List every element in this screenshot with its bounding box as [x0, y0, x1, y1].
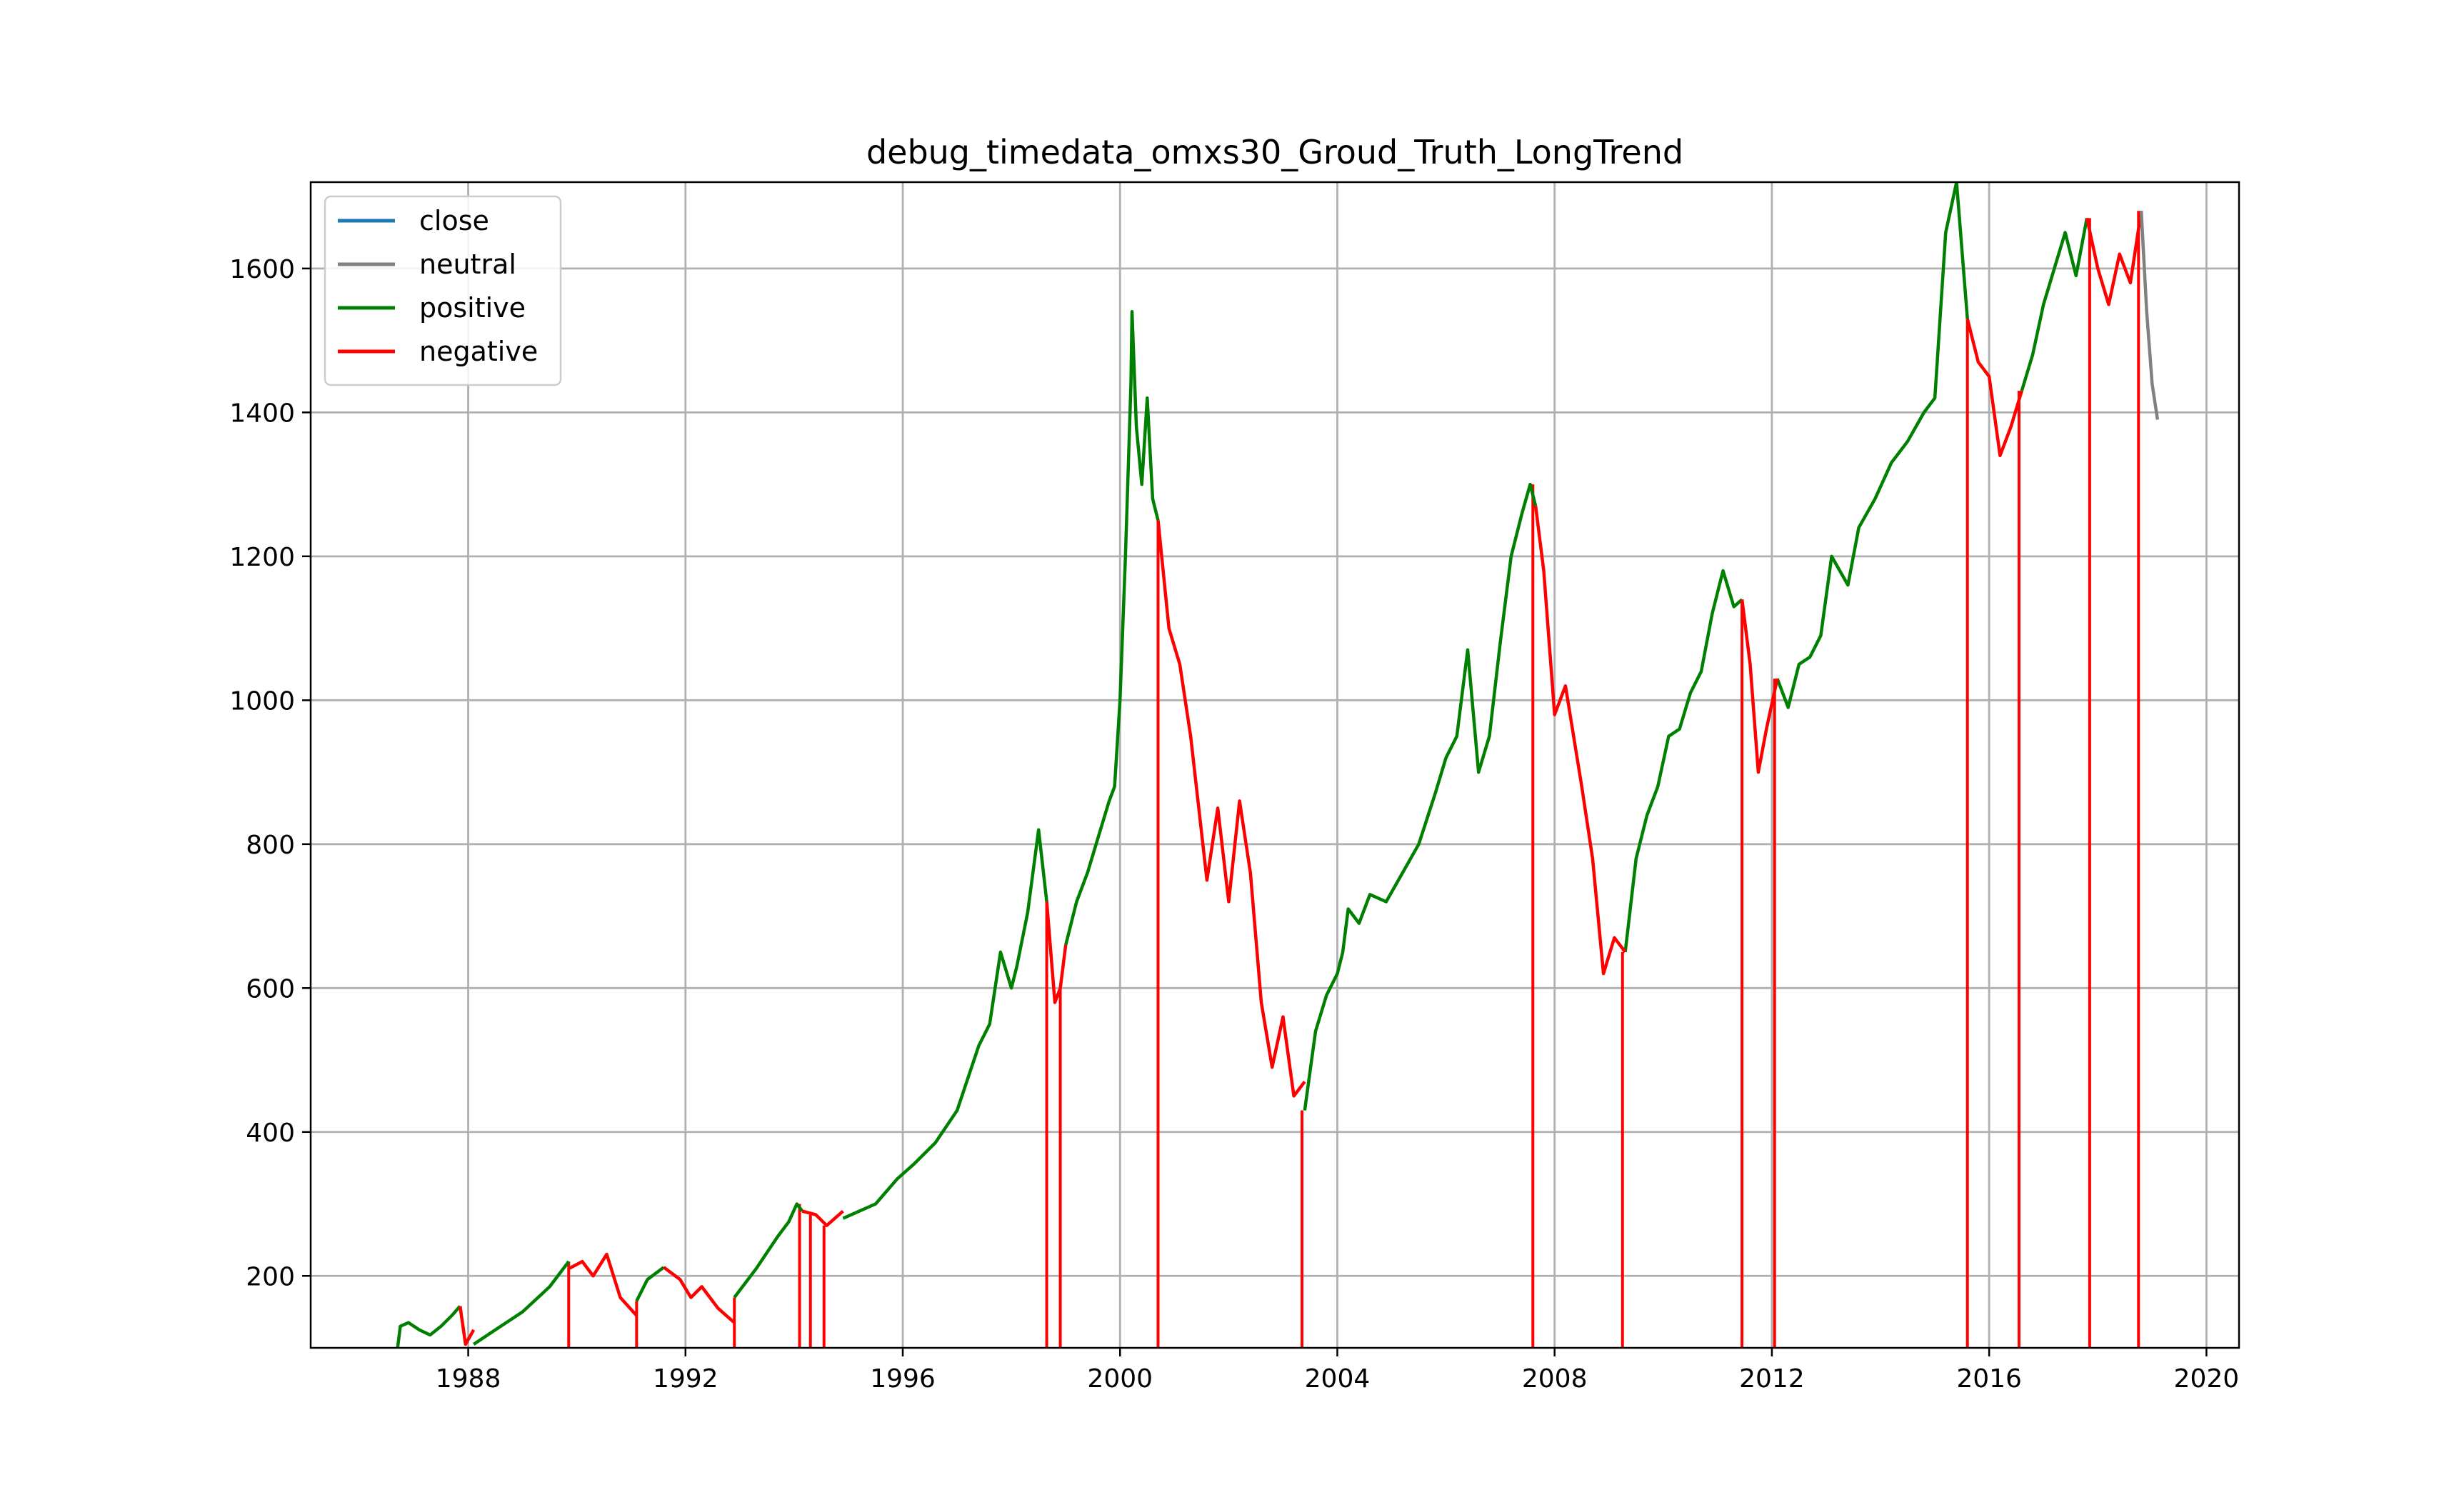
legend-label: close	[419, 205, 489, 236]
series-line-positive	[1064, 310, 1160, 946]
series-line-negative	[1533, 506, 1627, 976]
x-tick-label: 2000	[1087, 1364, 1153, 1394]
x-tick-label: 2012	[1739, 1364, 1805, 1394]
series-line-positive	[842, 828, 1048, 1220]
legend-label: positive	[419, 292, 526, 324]
legend-label: negative	[419, 336, 538, 367]
negative-drop-lines	[567, 211, 2140, 1348]
series-line-positive	[1303, 482, 1538, 1111]
x-tick-label: 2020	[2174, 1364, 2240, 1394]
series-line-positive	[396, 1305, 461, 1348]
series-line-positive	[1776, 182, 1969, 709]
y-tick-label: 400	[246, 1119, 295, 1148]
legend-label: neutral	[419, 249, 516, 280]
x-tick-label: 1988	[436, 1364, 501, 1394]
y-tick-label: 1000	[229, 686, 295, 716]
series-line-positive	[635, 1266, 665, 1302]
series-line-positive	[733, 1202, 804, 1299]
series-line-positive	[1623, 569, 1743, 953]
legend: close neutral positive negative	[324, 195, 562, 386]
series-line-neutral	[2139, 211, 2160, 420]
y-tick-label: 200	[246, 1262, 295, 1291]
series-line-negative	[801, 1209, 844, 1227]
x-tick-label: 2008	[1522, 1364, 1588, 1394]
legend-box	[324, 195, 562, 386]
series-line-negative	[1965, 318, 2023, 458]
y-tick-label: 800	[246, 831, 295, 860]
series-line-negative	[458, 1306, 476, 1346]
y-tick-label: 1400	[229, 399, 295, 428]
series-line-negative	[1740, 599, 1779, 774]
series-positive	[396, 182, 2089, 1348]
series-line-positive	[472, 1260, 571, 1346]
y-tick-label: 1600	[229, 255, 295, 284]
series-line-negative	[1156, 520, 1306, 1098]
series-neutral	[2139, 211, 2160, 420]
series-line-negative	[2085, 210, 2143, 306]
x-tick-label: 1992	[653, 1364, 718, 1394]
series-line-negative	[1045, 901, 1068, 1004]
y-tick-label: 1200	[229, 543, 295, 572]
y-tick-label: 600	[246, 974, 295, 1004]
chart-title: debug_timedata_omxs30_Groud_Truth_LongTr…	[866, 133, 1683, 171]
gridlines	[311, 182, 2239, 1348]
series-line-negative	[568, 1252, 638, 1317]
x-tick-label: 1996	[870, 1364, 936, 1394]
series-lines	[396, 182, 2160, 1348]
series-line-negative	[663, 1266, 736, 1324]
axis-ticks: 1988 1992 1996 2000 2004 2008 2012 2016 2020 200 4…	[229, 255, 2239, 1394]
plot-area-frame	[309, 181, 2240, 1349]
x-tick-label: 2004	[1305, 1364, 1371, 1394]
series-line-positive	[2020, 217, 2089, 391]
x-tick-label: 2016	[1956, 1364, 2022, 1394]
series-negative	[458, 210, 2143, 1346]
